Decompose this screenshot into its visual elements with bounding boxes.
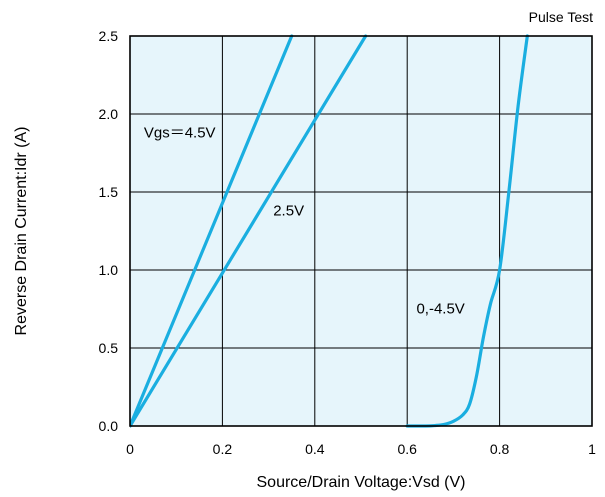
plot-frame [129,35,593,427]
tick-labels: 0 0.2 0.4 0.6 0.8 1 0.0 0.5 1.0 1.5 2.0 2.5 [99,28,597,457]
y-tick-label: 2.5 [99,28,119,44]
x-axis-label: Source/Drain Voltage:Vsd (V) [257,474,466,491]
x-tick-label: 0 [126,441,134,457]
annotation-label: Vgs＝4.5V [144,124,216,141]
x-tick-label: 1 [588,441,596,457]
series-line-2-5v [130,34,368,428]
x-tick-label: 0.6 [397,441,417,457]
y-tick-label: 0.0 [99,418,119,434]
annotation-label: 2.5V [273,202,304,219]
x-tick-label: 0.4 [305,441,325,457]
y-tick-label: 2.0 [99,106,119,122]
annotations: Vgs＝4.5V 2.5V 0,-4.5V [144,124,465,317]
x-tick-label: 0.8 [490,441,510,457]
x-tick-label: 0.2 [213,441,233,457]
annotation-label: 0,-4.5V [416,301,464,318]
y-tick-label: 0.5 [99,340,119,356]
plot-area [130,36,592,426]
pulse-test-note: Pulse Test [529,9,593,25]
y-axis-label: Reverse Drain Current:Idr (A) [13,127,30,336]
grid [130,36,592,426]
y-tick-label: 1.5 [99,184,119,200]
y-tick-label: 1.0 [99,262,119,278]
series-line-vgs-4-5v [130,34,294,428]
